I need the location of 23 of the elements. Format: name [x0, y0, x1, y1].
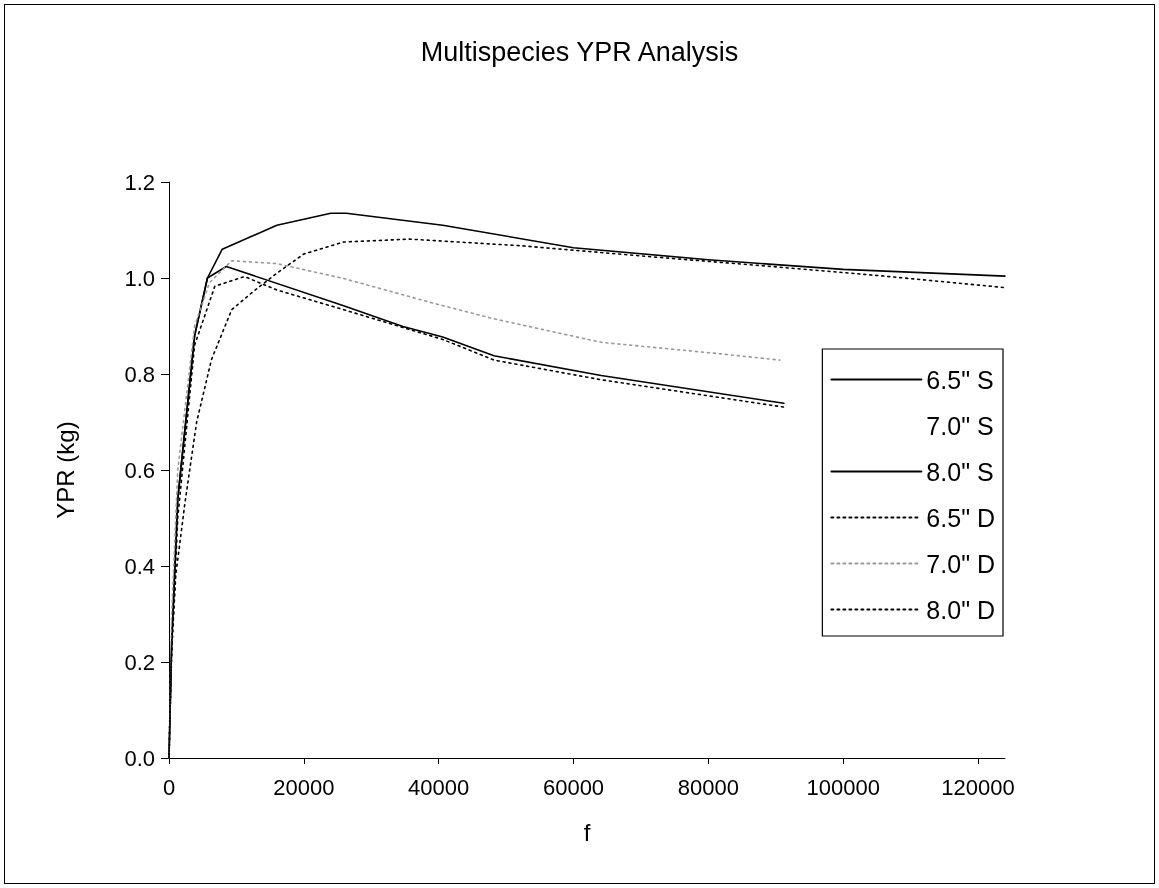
- legend-label: 8.0" D: [926, 595, 996, 624]
- x-tick-label: 40000: [408, 774, 470, 800]
- x-tick-label: 20000: [273, 774, 335, 800]
- x-tick-label: 0: [162, 774, 176, 800]
- y-tick-label: 1.0: [124, 265, 155, 291]
- y-tick-label: 0.6: [124, 457, 155, 483]
- legend-label: 6.5" S: [926, 365, 994, 394]
- x-axis-title: f: [583, 818, 591, 846]
- legend-label: 7.0" D: [926, 549, 996, 578]
- y-tick-label: 0.0: [124, 745, 155, 771]
- y-tick-label: 1.2: [124, 169, 155, 195]
- legend-label: 8.0" S: [926, 457, 994, 486]
- y-tick-label: 0.4: [124, 553, 155, 579]
- x-tick-label: 120000: [941, 774, 1015, 800]
- text: 7.0" S: [926, 411, 994, 440]
- x-tick-label: 60000: [542, 774, 605, 800]
- y-tick-label: 0.8: [124, 361, 155, 387]
- y-tick-label: 0.2: [124, 649, 155, 675]
- legend-label: 6.5" D: [926, 503, 996, 532]
- y-axis-title: YPR (kg): [51, 421, 79, 519]
- x-tick-label: 80000: [677, 774, 739, 800]
- x-tick-label: 100000: [806, 774, 880, 800]
- chart-title: Multispecies YPR Analysis: [420, 36, 739, 67]
